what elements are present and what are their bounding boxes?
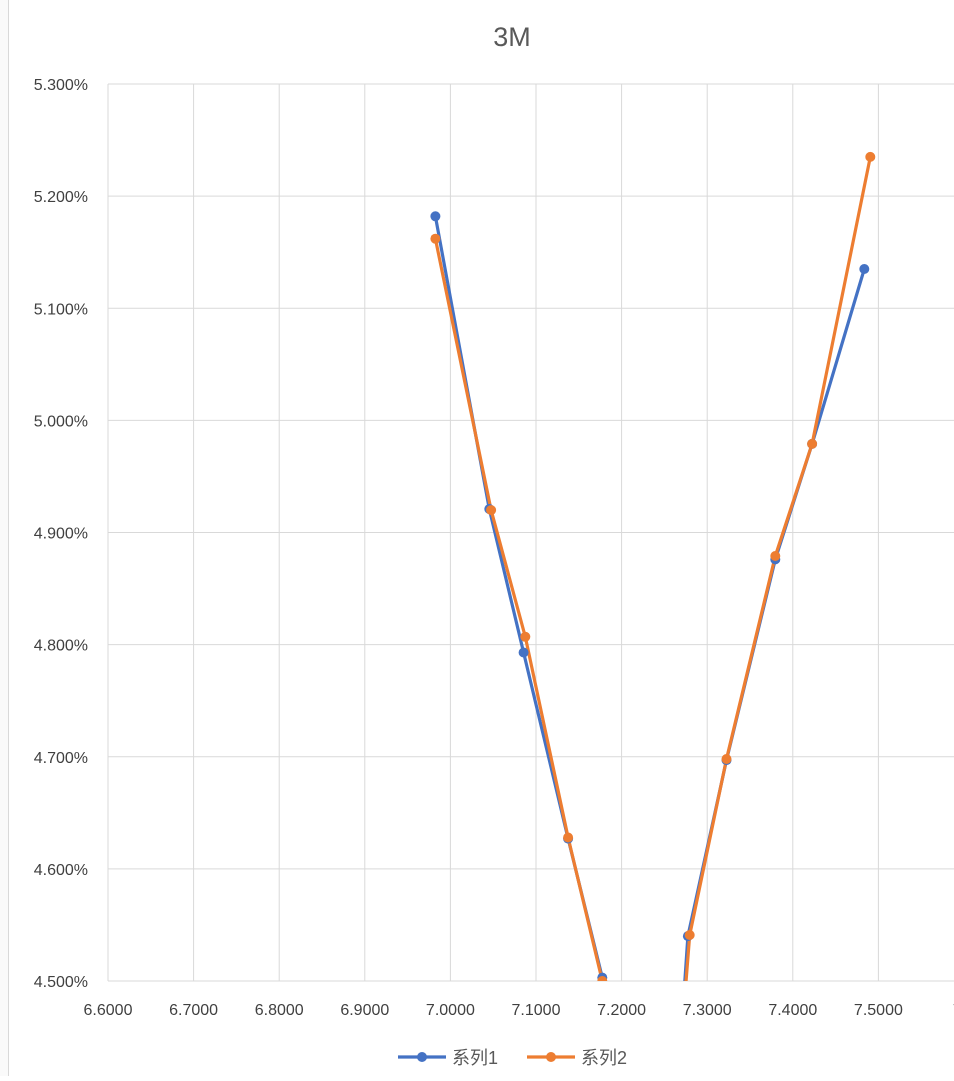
y-tick-label: 5.000% [34, 413, 88, 430]
legend-swatch-marker [417, 1052, 427, 1062]
x-tick-label: 6.8000 [255, 1002, 304, 1019]
series-line-2 [433, 155, 872, 981]
data-point [865, 151, 876, 162]
x-tick-label: 7.6 [953, 1002, 954, 1019]
legend-swatch-marker [546, 1052, 556, 1062]
chart-title: 3M [493, 22, 531, 52]
data-point [518, 647, 529, 658]
legend-item-1[interactable]: 系列1 [398, 1048, 498, 1068]
x-tick-label: 7.1000 [512, 1002, 561, 1019]
x-tick-label: 7.3000 [683, 1002, 732, 1019]
y-tick-label: 4.600% [34, 862, 88, 879]
y-tick-label: 4.700% [34, 750, 88, 767]
y-tick-label: 4.800% [34, 638, 88, 655]
data-point [807, 438, 818, 449]
data-point [486, 505, 497, 516]
series-line-1 [433, 214, 866, 981]
data-point [520, 631, 531, 642]
legend-label: 系列2 [581, 1048, 627, 1068]
x-tick-label: 6.9000 [340, 1002, 389, 1019]
legend-item-2[interactable]: 系列2 [527, 1048, 627, 1068]
data-point [597, 976, 608, 981]
y-tick-label: 4.500% [34, 974, 88, 991]
x-tick-label: 6.6000 [84, 1002, 133, 1019]
y-tick-label: 5.300% [34, 77, 88, 94]
sheet-edge [0, 0, 9, 1076]
y-tick-label: 5.100% [34, 301, 88, 318]
data-point [430, 211, 441, 222]
data-point [770, 551, 781, 561]
x-tick-label: 7.2000 [597, 1002, 646, 1019]
x-tick-label: 7.5000 [854, 1002, 903, 1019]
y-tick-label: 4.900% [34, 526, 88, 543]
legend: 系列1 系列2 [398, 1048, 627, 1068]
data-point [859, 264, 870, 274]
y-tick-label: 5.200% [34, 189, 88, 206]
x-tick-label: 7.0000 [426, 1002, 475, 1019]
data-point [563, 832, 574, 843]
data-point [721, 754, 732, 764]
x-tick-label: 6.7000 [169, 1002, 218, 1019]
data-point [430, 233, 441, 244]
data-point [684, 930, 695, 940]
legend-label: 系列1 [452, 1048, 498, 1068]
x-tick-label: 7.4000 [768, 1002, 817, 1019]
